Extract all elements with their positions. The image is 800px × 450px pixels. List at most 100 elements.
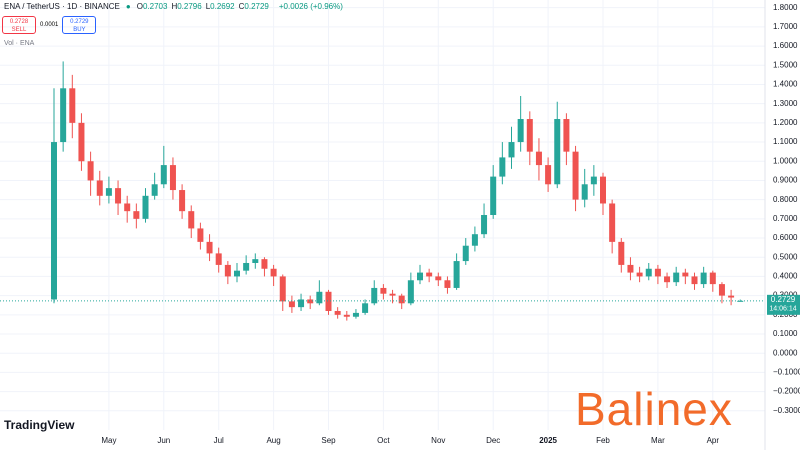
candle-body [188, 211, 195, 229]
candle-body [252, 259, 259, 263]
brand: TradingView [4, 418, 75, 432]
candle-body [563, 119, 570, 152]
y-tick-label: 1.6000 [773, 41, 798, 50]
candle-body [78, 122, 85, 162]
y-tick-label: 1.7000 [773, 22, 798, 31]
candle-body [417, 272, 423, 281]
ohlc-value: 0.2703 [142, 2, 168, 11]
x-tick-label: Aug [266, 436, 280, 445]
buy-label: BUY [73, 27, 86, 33]
candle-body [609, 203, 616, 242]
candle-body [96, 180, 103, 196]
candle-body [526, 119, 533, 152]
candle-body [215, 253, 222, 265]
candle-body [352, 312, 359, 317]
buy-price: 0.2729 [70, 19, 89, 25]
sell-price: 0.2728 [9, 19, 29, 25]
candle-body [590, 176, 597, 185]
candle-body [142, 195, 149, 219]
y-tick-label: 1.1000 [773, 137, 798, 146]
candle-body [334, 310, 341, 315]
candle-body [444, 280, 451, 288]
x-tick-label: 2025 [539, 436, 557, 445]
candle-body [87, 161, 94, 181]
y-tick-label: 1.8000 [773, 3, 798, 12]
candle-body [298, 299, 305, 308]
candle-body [197, 228, 204, 242]
y-tick-label: 0.0000 [773, 348, 798, 357]
ohlc-key: C [238, 2, 245, 11]
y-tick-label: 1.2000 [773, 118, 798, 127]
symbol[interactable]: ENA / TetherUS · 1D · BINANCE [4, 2, 120, 11]
candle-body [160, 165, 167, 185]
ohlc-key: H [171, 2, 178, 11]
candle-body [618, 241, 625, 265]
candle-body [105, 188, 112, 196]
candle-body [636, 272, 643, 277]
sell-label: SELL [11, 27, 27, 33]
x-tick-label: Apr [707, 436, 720, 445]
header: ENA / TetherUS · 1D · BINANCE ● O0.2703 H… [4, 2, 343, 11]
candle-body [169, 165, 176, 191]
candle-body [407, 280, 414, 304]
candle-body [691, 276, 698, 285]
last-price-box [767, 294, 800, 315]
ohlc-item: O0.2703 [137, 2, 168, 11]
candle-body [133, 211, 140, 219]
ohlc-item: H0.2796 [171, 2, 201, 11]
buy-button[interactable]: 0.2729 BUY [62, 16, 97, 34]
candle-body [462, 245, 469, 262]
candle-body [115, 188, 122, 204]
y-tick-label: 0.7000 [773, 214, 798, 223]
candle-body [243, 262, 250, 271]
candle-body [517, 119, 524, 143]
y-tick-label: −0.2000 [773, 387, 800, 396]
candle-body [343, 314, 350, 317]
ohlc-value: 0.2796 [177, 2, 202, 11]
x-tick-label: May [101, 436, 116, 445]
candle-body [572, 151, 579, 200]
candle-body [700, 272, 707, 285]
candle-body [627, 264, 634, 273]
candle-body [380, 287, 387, 294]
candle-body [545, 165, 552, 185]
y-tick-label: 1.3000 [773, 99, 798, 108]
candle-body [535, 151, 542, 166]
x-tick-label: Jul [214, 436, 224, 445]
candle-body [718, 284, 725, 296]
y-tick-label: −0.3000 [773, 406, 800, 415]
candle-body [307, 299, 314, 304]
candle-body [673, 272, 680, 283]
status-dot: ● [125, 2, 131, 11]
y-tick-label: 0.5000 [773, 252, 798, 261]
y-tick-label: −0.1000 [773, 368, 800, 377]
candle-body [398, 295, 405, 304]
x-tick-label: Sep [321, 436, 336, 445]
x-tick-label: Dec [486, 436, 500, 445]
ohlc-key: O [136, 2, 143, 11]
y-tick-label: 0.8000 [773, 195, 798, 204]
y-tick-label: 1.4000 [773, 80, 798, 89]
volume-label[interactable]: Vol · ENA [4, 40, 35, 47]
change: +0.0026 (+0.96%) [278, 2, 343, 11]
candle-body [206, 241, 213, 254]
candle-body [316, 291, 323, 304]
candle-body [490, 176, 497, 215]
candle-body [709, 272, 716, 285]
ohlc-value: 0.2692 [210, 2, 235, 11]
candle-body [325, 291, 332, 311]
candle-body [581, 184, 588, 200]
candle-body [371, 287, 378, 304]
last-price-label: 0.2729 [771, 295, 796, 304]
ohlc: O0.2703 H0.2796 L0.2692 C0.2729 [137, 2, 273, 11]
candle-body [453, 261, 460, 288]
ohlc-value: 0.2729 [244, 2, 269, 11]
sell-button[interactable]: 0.2728 SELL [2, 16, 36, 34]
x-tick-label: Nov [431, 436, 445, 445]
x-tick-label: Jun [157, 436, 170, 445]
candle-body [288, 301, 295, 308]
candle-body [389, 293, 396, 296]
y-tick-label: 0.1000 [773, 329, 798, 338]
